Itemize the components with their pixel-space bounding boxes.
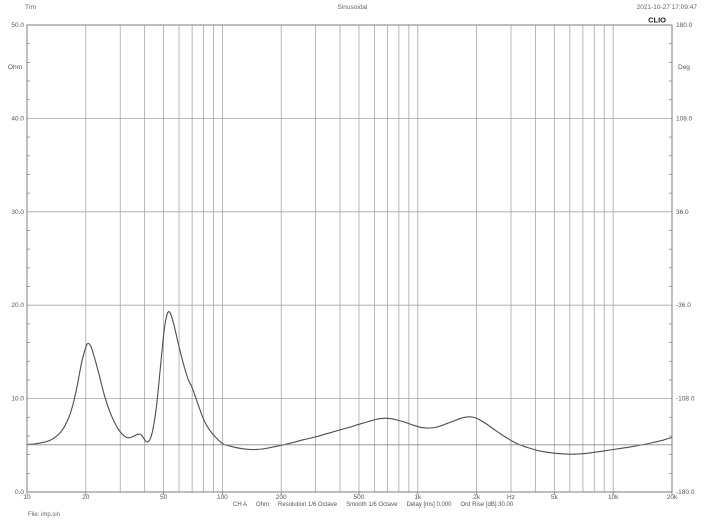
x-tick-label: 2k xyxy=(473,494,481,501)
y-right-tick-label: -108.0 xyxy=(676,396,695,403)
x-tick-label: 100 xyxy=(217,494,228,501)
impedance-modulus-ohm xyxy=(26,311,673,455)
status-item-3: Smooth 1/6 Octave xyxy=(346,502,398,508)
timestamp: 2021-10-27 17:09:47 xyxy=(636,4,697,11)
measurement-title: Sinusoidal xyxy=(337,4,368,11)
x-tick-label: 200 xyxy=(276,494,287,501)
x-unit-label: Hz xyxy=(507,494,515,501)
file-name-label: File: imp.sin xyxy=(28,512,61,518)
status-item-1: Ohm xyxy=(256,502,270,508)
x-tick-label: 500 xyxy=(354,494,365,501)
y-left-tick-label: 0.0 xyxy=(15,489,24,496)
x-tick-label: 20 xyxy=(82,494,90,501)
y-left-tick-label: 20.0 xyxy=(11,302,24,309)
x-tick-label: 10k xyxy=(608,494,619,501)
y-right-tick-label: 180.0 xyxy=(676,22,693,29)
x-tick-label: 20k xyxy=(667,494,678,501)
x-tick-label: 5k xyxy=(551,494,559,501)
x-tick-label: 10 xyxy=(23,494,31,501)
clio-brand-label: CLIO xyxy=(648,16,666,25)
measurement-statusbar: CH A Ohm Resolution 1/6 Octave Smooth 1/6 O… xyxy=(233,502,513,508)
y-right-tick-label: -36.0 xyxy=(676,302,691,309)
y-right-tick-label: -180.0 xyxy=(676,489,695,496)
y-left-tick-label: 10.0 xyxy=(11,396,24,403)
y-left-unit-label: Ohm xyxy=(8,64,22,71)
channel-title: Trm xyxy=(25,4,37,11)
x-tick-label: 1k xyxy=(414,494,422,501)
status-item-4: Delay [ms] 0.000 xyxy=(406,502,452,508)
y-right-tick-label: 108.0 xyxy=(676,115,693,122)
status-item-2: Resolution 1/6 Octave xyxy=(278,502,338,508)
x-tick-label: 50 xyxy=(160,494,168,501)
y-left-tick-label: 30.0 xyxy=(11,209,24,216)
status-item-0: CH A xyxy=(233,502,248,508)
y-left-tick-label: 40.0 xyxy=(11,115,24,122)
y-left-tick-label: 50.0 xyxy=(11,22,24,29)
y-right-unit-label: Deg xyxy=(678,64,690,71)
status-item-5: Ord Rise [dB] 30.00 xyxy=(460,502,514,508)
plot-border xyxy=(26,24,673,493)
y-right-tick-label: 36.0 xyxy=(676,209,689,216)
